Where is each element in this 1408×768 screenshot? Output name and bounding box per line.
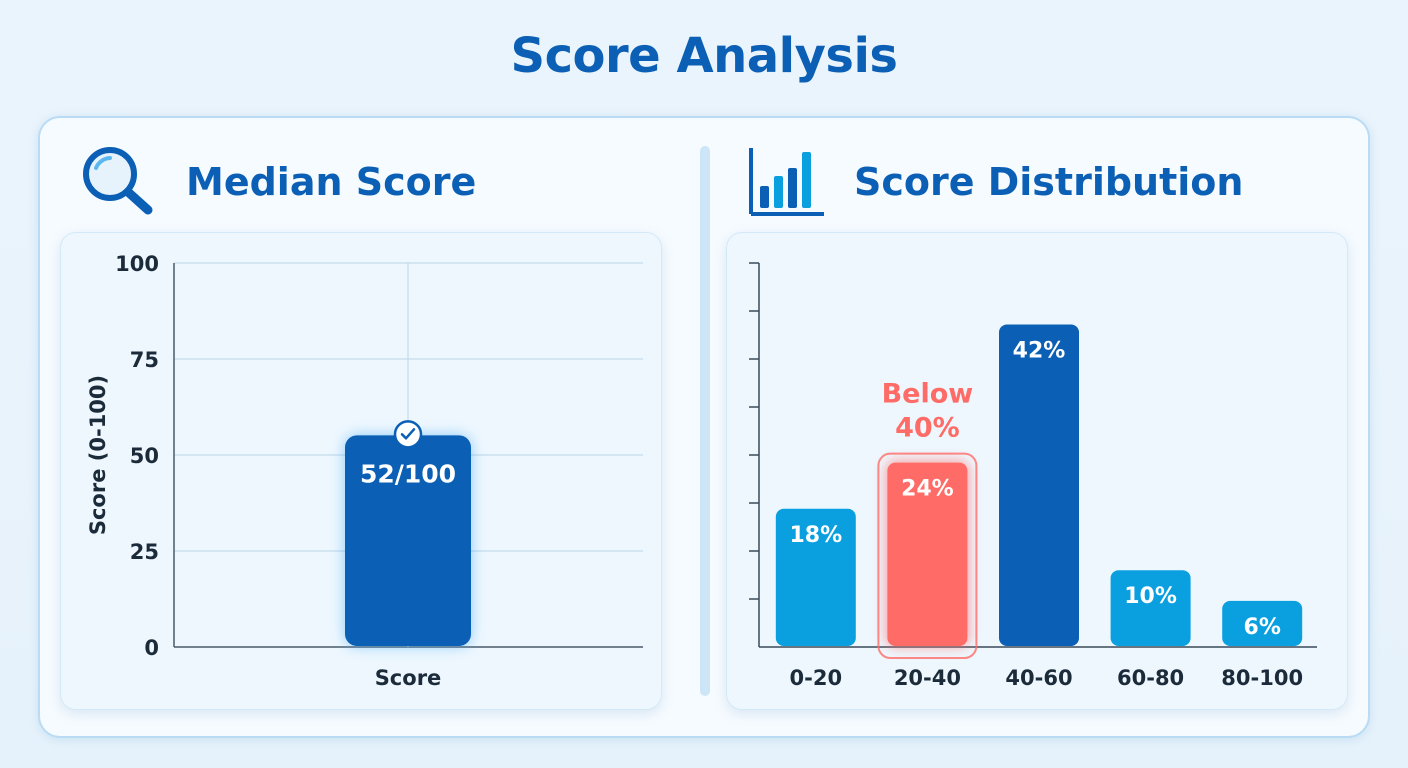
x-tick-label: 0-20 xyxy=(790,666,843,690)
distribution-chart-card: 18% 0-20 24% 20-40 Below 40% 42% 40-60 10% 60-80 6… xyxy=(726,232,1348,710)
distribution-panel-header: Score Distribution xyxy=(746,144,1243,220)
y-tick-label: 75 xyxy=(130,348,159,372)
distribution-bar xyxy=(775,508,856,646)
median-panel-header: Median Score xyxy=(80,144,476,220)
page-title: Score Analysis xyxy=(510,28,898,84)
magnifier-icon xyxy=(83,147,153,215)
below-40-annotation: Below xyxy=(882,379,974,410)
distribution-panel-title: Score Distribution xyxy=(854,160,1244,204)
median-score-chart: 0 25 50 75 100 Score (0-100) 52/100 Score xyxy=(86,252,643,690)
panel-divider xyxy=(700,146,710,696)
distribution-bar xyxy=(1222,600,1303,646)
median-bar xyxy=(345,435,471,646)
distribution-bar xyxy=(887,462,968,646)
bar-data-label: 10% xyxy=(1124,584,1177,609)
y-tick-label: 100 xyxy=(115,252,159,276)
y-tick-label: 50 xyxy=(130,444,159,468)
y-tick-label: 0 xyxy=(144,636,159,660)
highlight-outline xyxy=(877,452,978,659)
bar-data-label: 6% xyxy=(1244,615,1281,640)
median-chart-card: 0 25 50 75 100 Score (0-100) 52/100 Score xyxy=(60,232,662,710)
bar-data-label: 42% xyxy=(1013,338,1066,363)
x-tick-label: 20-40 xyxy=(894,666,961,690)
check-icon xyxy=(393,420,423,449)
distribution-bar xyxy=(999,324,1079,646)
y-tick-label: 25 xyxy=(130,540,159,564)
x-tick-label: 60-80 xyxy=(1117,666,1184,690)
x-tick-label: 80-100 xyxy=(1221,666,1303,690)
y-axis-label: Score (0-100) xyxy=(86,375,110,535)
x-tick-label: Score xyxy=(375,666,442,690)
x-tick-label: 40-60 xyxy=(1005,666,1072,690)
distribution-bar xyxy=(1110,570,1191,646)
bar-data-label: 24% xyxy=(901,477,954,502)
below-40-annotation: 40% xyxy=(895,413,960,444)
median-panel-title: Median Score xyxy=(186,160,477,204)
bar-chart-icon xyxy=(749,148,824,216)
bar-data-label: 18% xyxy=(789,523,842,548)
median-data-label: 52/100 xyxy=(360,459,456,488)
